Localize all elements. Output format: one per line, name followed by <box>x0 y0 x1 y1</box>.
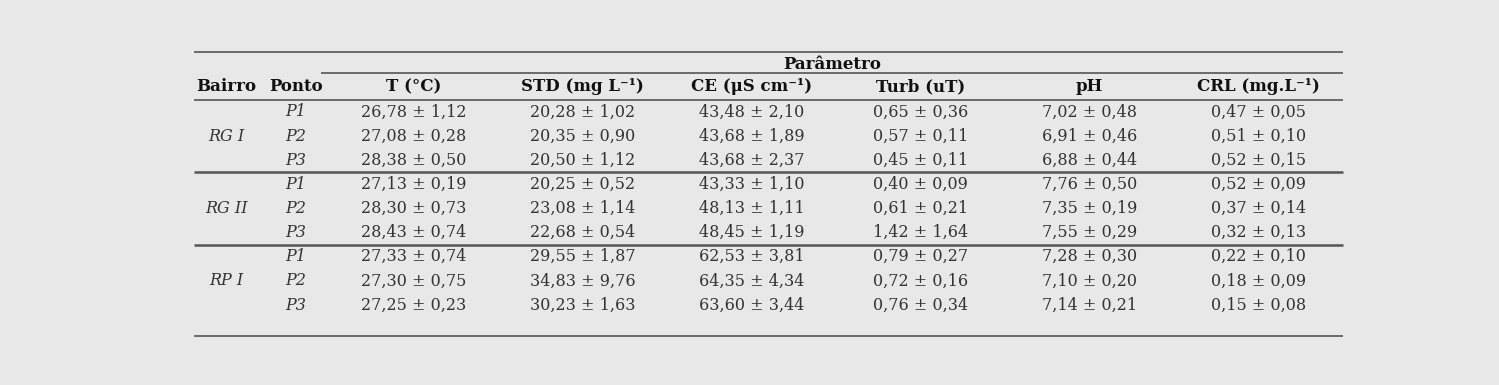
Text: 0,40 ± 0,09: 0,40 ± 0,09 <box>872 176 968 193</box>
Text: 48,13 ± 1,11: 48,13 ± 1,11 <box>699 200 805 217</box>
Text: 27,25 ± 0,23: 27,25 ± 0,23 <box>361 296 466 314</box>
Text: P1: P1 <box>285 104 306 121</box>
Text: 0,45 ± 0,11: 0,45 ± 0,11 <box>872 152 968 169</box>
Text: P2: P2 <box>285 200 306 217</box>
Text: P1: P1 <box>285 248 306 265</box>
Text: 0,65 ± 0,36: 0,65 ± 0,36 <box>872 104 968 121</box>
Text: 0,57 ± 0,11: 0,57 ± 0,11 <box>872 127 968 145</box>
Text: 0,32 ± 0,13: 0,32 ± 0,13 <box>1211 224 1306 241</box>
Text: P1: P1 <box>285 176 306 193</box>
Text: 1,42 ± 1,64: 1,42 ± 1,64 <box>872 224 968 241</box>
Text: CRL (mg.L⁻¹): CRL (mg.L⁻¹) <box>1198 78 1319 95</box>
Text: CE (μS cm⁻¹): CE (μS cm⁻¹) <box>691 78 812 95</box>
Text: 0,22 ± 0,10: 0,22 ± 0,10 <box>1211 248 1306 265</box>
Text: Parâmetro: Parâmetro <box>784 56 881 74</box>
Text: P2: P2 <box>285 127 306 145</box>
Text: 43,48 ± 2,10: 43,48 ± 2,10 <box>699 104 803 121</box>
Text: 0,15 ± 0,08: 0,15 ± 0,08 <box>1211 296 1306 314</box>
Text: P2: P2 <box>285 273 306 290</box>
Text: 28,43 ± 0,74: 28,43 ± 0,74 <box>361 224 466 241</box>
Text: 6,88 ± 0,44: 6,88 ± 0,44 <box>1042 152 1138 169</box>
Text: STD (mg L⁻¹): STD (mg L⁻¹) <box>522 78 645 95</box>
Text: 30,23 ± 1,63: 30,23 ± 1,63 <box>529 296 636 314</box>
Text: 48,45 ± 1,19: 48,45 ± 1,19 <box>699 224 805 241</box>
Text: 23,08 ± 1,14: 23,08 ± 1,14 <box>531 200 636 217</box>
Text: RG I: RG I <box>208 127 244 145</box>
Text: 28,30 ± 0,73: 28,30 ± 0,73 <box>361 200 466 217</box>
Text: Bairro: Bairro <box>196 78 256 95</box>
Text: 27,30 ± 0,75: 27,30 ± 0,75 <box>361 273 466 290</box>
Text: 7,10 ± 0,20: 7,10 ± 0,20 <box>1042 273 1136 290</box>
Text: RP I: RP I <box>208 273 243 290</box>
Text: pH: pH <box>1076 78 1103 95</box>
Text: 20,35 ± 0,90: 20,35 ± 0,90 <box>531 127 636 145</box>
Text: 27,08 ± 0,28: 27,08 ± 0,28 <box>361 127 466 145</box>
Text: P3: P3 <box>285 296 306 314</box>
Text: 43,68 ± 1,89: 43,68 ± 1,89 <box>699 127 805 145</box>
Text: 0,51 ± 0,10: 0,51 ± 0,10 <box>1211 127 1306 145</box>
Text: 6,91 ± 0,46: 6,91 ± 0,46 <box>1042 127 1138 145</box>
Text: 63,60 ± 3,44: 63,60 ± 3,44 <box>699 296 805 314</box>
Text: Ponto: Ponto <box>268 78 322 95</box>
Text: RG II: RG II <box>205 200 247 217</box>
Text: 20,25 ± 0,52: 20,25 ± 0,52 <box>531 176 636 193</box>
Text: 20,50 ± 1,12: 20,50 ± 1,12 <box>531 152 636 169</box>
Text: 20,28 ± 1,02: 20,28 ± 1,02 <box>531 104 636 121</box>
Text: 34,83 ± 9,76: 34,83 ± 9,76 <box>529 273 636 290</box>
Text: 0,79 ± 0,27: 0,79 ± 0,27 <box>872 248 968 265</box>
Text: 7,28 ± 0,30: 7,28 ± 0,30 <box>1042 248 1138 265</box>
Text: 64,35 ± 4,34: 64,35 ± 4,34 <box>699 273 805 290</box>
Text: 7,02 ± 0,48: 7,02 ± 0,48 <box>1042 104 1136 121</box>
Text: T (°C): T (°C) <box>385 78 441 95</box>
Text: 0,76 ± 0,34: 0,76 ± 0,34 <box>872 296 968 314</box>
Text: 62,53 ± 3,81: 62,53 ± 3,81 <box>699 248 805 265</box>
Text: 7,35 ± 0,19: 7,35 ± 0,19 <box>1042 200 1138 217</box>
Text: 26,78 ± 1,12: 26,78 ± 1,12 <box>361 104 466 121</box>
Text: 0,37 ± 0,14: 0,37 ± 0,14 <box>1211 200 1306 217</box>
Text: 22,68 ± 0,54: 22,68 ± 0,54 <box>531 224 636 241</box>
Text: 7,14 ± 0,21: 7,14 ± 0,21 <box>1042 296 1138 314</box>
Text: 0,52 ± 0,15: 0,52 ± 0,15 <box>1211 152 1306 169</box>
Text: 0,61 ± 0,21: 0,61 ± 0,21 <box>872 200 968 217</box>
Text: 27,33 ± 0,74: 27,33 ± 0,74 <box>361 248 466 265</box>
Text: 0,47 ± 0,05: 0,47 ± 0,05 <box>1211 104 1306 121</box>
Text: 0,72 ± 0,16: 0,72 ± 0,16 <box>872 273 968 290</box>
Text: 27,13 ± 0,19: 27,13 ± 0,19 <box>361 176 466 193</box>
Text: 43,68 ± 2,37: 43,68 ± 2,37 <box>699 152 805 169</box>
Text: P3: P3 <box>285 224 306 241</box>
Text: 0,18 ± 0,09: 0,18 ± 0,09 <box>1211 273 1306 290</box>
Text: 7,76 ± 0,50: 7,76 ± 0,50 <box>1042 176 1138 193</box>
Text: 43,33 ± 1,10: 43,33 ± 1,10 <box>699 176 805 193</box>
Text: 7,55 ± 0,29: 7,55 ± 0,29 <box>1042 224 1138 241</box>
Text: 0,52 ± 0,09: 0,52 ± 0,09 <box>1211 176 1306 193</box>
Text: P3: P3 <box>285 152 306 169</box>
Text: 28,38 ± 0,50: 28,38 ± 0,50 <box>361 152 466 169</box>
Text: Turb (uT): Turb (uT) <box>875 78 965 95</box>
Text: 29,55 ± 1,87: 29,55 ± 1,87 <box>529 248 636 265</box>
